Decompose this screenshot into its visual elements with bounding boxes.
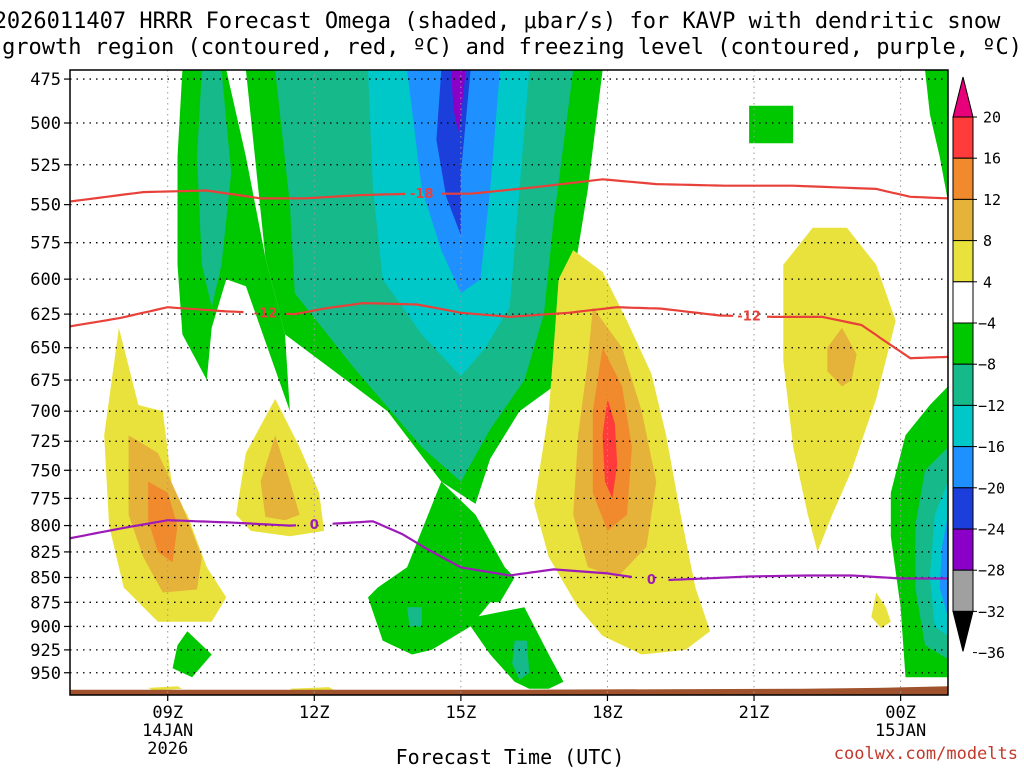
colorbar: 20 16 12 8 4 −4 −8 −12 −16 −20 −24 −28 −32 −36 — [952, 76, 1005, 662]
x-axis-label: Forecast Time (UTC) — [396, 745, 625, 768]
x-tick-label: 09Z — [152, 703, 183, 723]
y-tick-label: 700 — [30, 402, 61, 422]
colorbar-tick-label: −36 — [978, 644, 1005, 662]
contour-line — [70, 189, 406, 203]
plot-area: 0 0 -18 -12 -12 — [69, 69, 949, 696]
y-axis: 475 500 525 550 575 600 625 650 675 700 725 750 775 8… — [30, 70, 70, 684]
contour-line — [70, 306, 244, 328]
y-tick-label: 925 — [30, 641, 61, 661]
omega-region — [451, 70, 466, 132]
colorbar-tick-label: −8 — [978, 356, 996, 374]
colorbar-tick-label: −4 — [978, 315, 996, 333]
omega-region — [871, 592, 891, 629]
x-tick-date: 14JAN — [142, 721, 193, 741]
x-tick-date: 15JAN — [875, 721, 926, 741]
y-tick-label: 850 — [30, 568, 61, 588]
y-tick-label: 575 — [30, 234, 61, 254]
y-tick-label: 950 — [30, 664, 61, 684]
colorbar-tick-label: −32 — [978, 603, 1005, 621]
omega-region — [749, 105, 794, 144]
y-tick-label: 725 — [30, 432, 61, 452]
temperature-contours: 0 0 -18 -12 -12 — [70, 178, 948, 588]
y-tick-label: 600 — [30, 270, 61, 290]
omega-region — [148, 686, 183, 691]
colorbar-swatch — [952, 404, 974, 448]
colorbar-tick-label: −12 — [978, 397, 1005, 415]
y-tick-label: 800 — [30, 517, 61, 537]
contour-line — [286, 301, 734, 319]
contour-line — [70, 519, 297, 540]
credit-text: coolwx.com/modelts — [834, 744, 1018, 764]
x-tick-label: 12Z — [299, 703, 330, 723]
colorbar-swatch — [952, 528, 974, 571]
colorbar-swatch — [952, 322, 974, 365]
omega-region — [436, 70, 471, 236]
colorbar-swatch — [952, 281, 974, 324]
y-tick-label: 625 — [30, 305, 61, 325]
colorbar-tick-label: 4 — [983, 273, 992, 291]
y-tick-label: 875 — [30, 593, 61, 613]
colorbar-swatch — [952, 240, 974, 283]
omega-region — [407, 607, 422, 627]
contour-line — [441, 178, 948, 200]
colorbar-swatch — [952, 487, 974, 530]
y-tick-label: 825 — [30, 543, 61, 563]
colorbar-swatch — [952, 116, 974, 159]
omega-region — [939, 514, 948, 617]
colorbar-swatch — [952, 363, 974, 406]
contour-line — [766, 315, 948, 360]
colorbar-tick-label: −24 — [978, 521, 1005, 539]
colorbar-tick-label: −28 — [978, 562, 1005, 580]
omega-region — [172, 631, 212, 678]
contour-line — [668, 574, 948, 582]
x-tick-label: 21Z — [739, 703, 770, 723]
omega-region — [925, 70, 948, 202]
colorbar-tick-label: −20 — [978, 479, 1005, 497]
omega-region — [368, 481, 515, 655]
contour-line — [332, 520, 633, 579]
y-tick-label: 475 — [30, 70, 61, 90]
terrain-fill — [70, 686, 948, 695]
contour-label: 0 — [310, 518, 319, 533]
contour-label: -12 — [737, 310, 761, 325]
y-tick-label: 650 — [30, 339, 61, 359]
omega-shading — [104, 70, 948, 692]
colorbar-top-arrow — [952, 76, 974, 118]
y-tick-label: 525 — [30, 156, 61, 176]
omega-region — [827, 327, 857, 387]
omega-region — [602, 398, 618, 499]
omega-region — [197, 70, 232, 308]
colorbar-tick-label: 16 — [983, 150, 1001, 168]
y-tick-label: 675 — [30, 371, 61, 391]
colorbar-swatch — [952, 157, 974, 200]
colorbar-swatch — [952, 569, 974, 612]
contour-label: -18 — [410, 187, 434, 202]
terrain-area — [70, 686, 948, 695]
x-tick-year: 2026 — [147, 739, 188, 759]
colorbar-swatch — [952, 198, 974, 242]
title-line-2: growth region (contoured, red, ºC) and f… — [2, 35, 1022, 60]
omega-region — [260, 435, 300, 521]
colorbar-tick-label: 20 — [983, 109, 1001, 127]
y-tick-label: 500 — [30, 114, 61, 134]
y-tick-label: 900 — [30, 617, 61, 637]
y-tick-label: 750 — [30, 461, 61, 481]
y-tick-label: 550 — [30, 196, 61, 216]
colorbar-bottom-arrow — [952, 610, 974, 652]
contour-label: 0 — [647, 573, 656, 588]
title-line-1: 2026011407 HRRR Forecast Omega (shaded, … — [0, 9, 1001, 34]
y-tick-label: 775 — [30, 489, 61, 509]
x-tick-label: 15Z — [446, 703, 477, 723]
plot-frame — [69, 69, 949, 696]
colorbar-tick-label: −16 — [978, 438, 1005, 456]
x-tick-label: 00Z — [885, 703, 916, 723]
colorbar-swatch — [952, 446, 974, 489]
colorbar-tick-label: 8 — [983, 232, 992, 250]
contour-label: -12 — [254, 307, 278, 322]
colorbar-tick-label: 12 — [983, 191, 1001, 209]
x-tick-label: 18Z — [592, 703, 623, 723]
